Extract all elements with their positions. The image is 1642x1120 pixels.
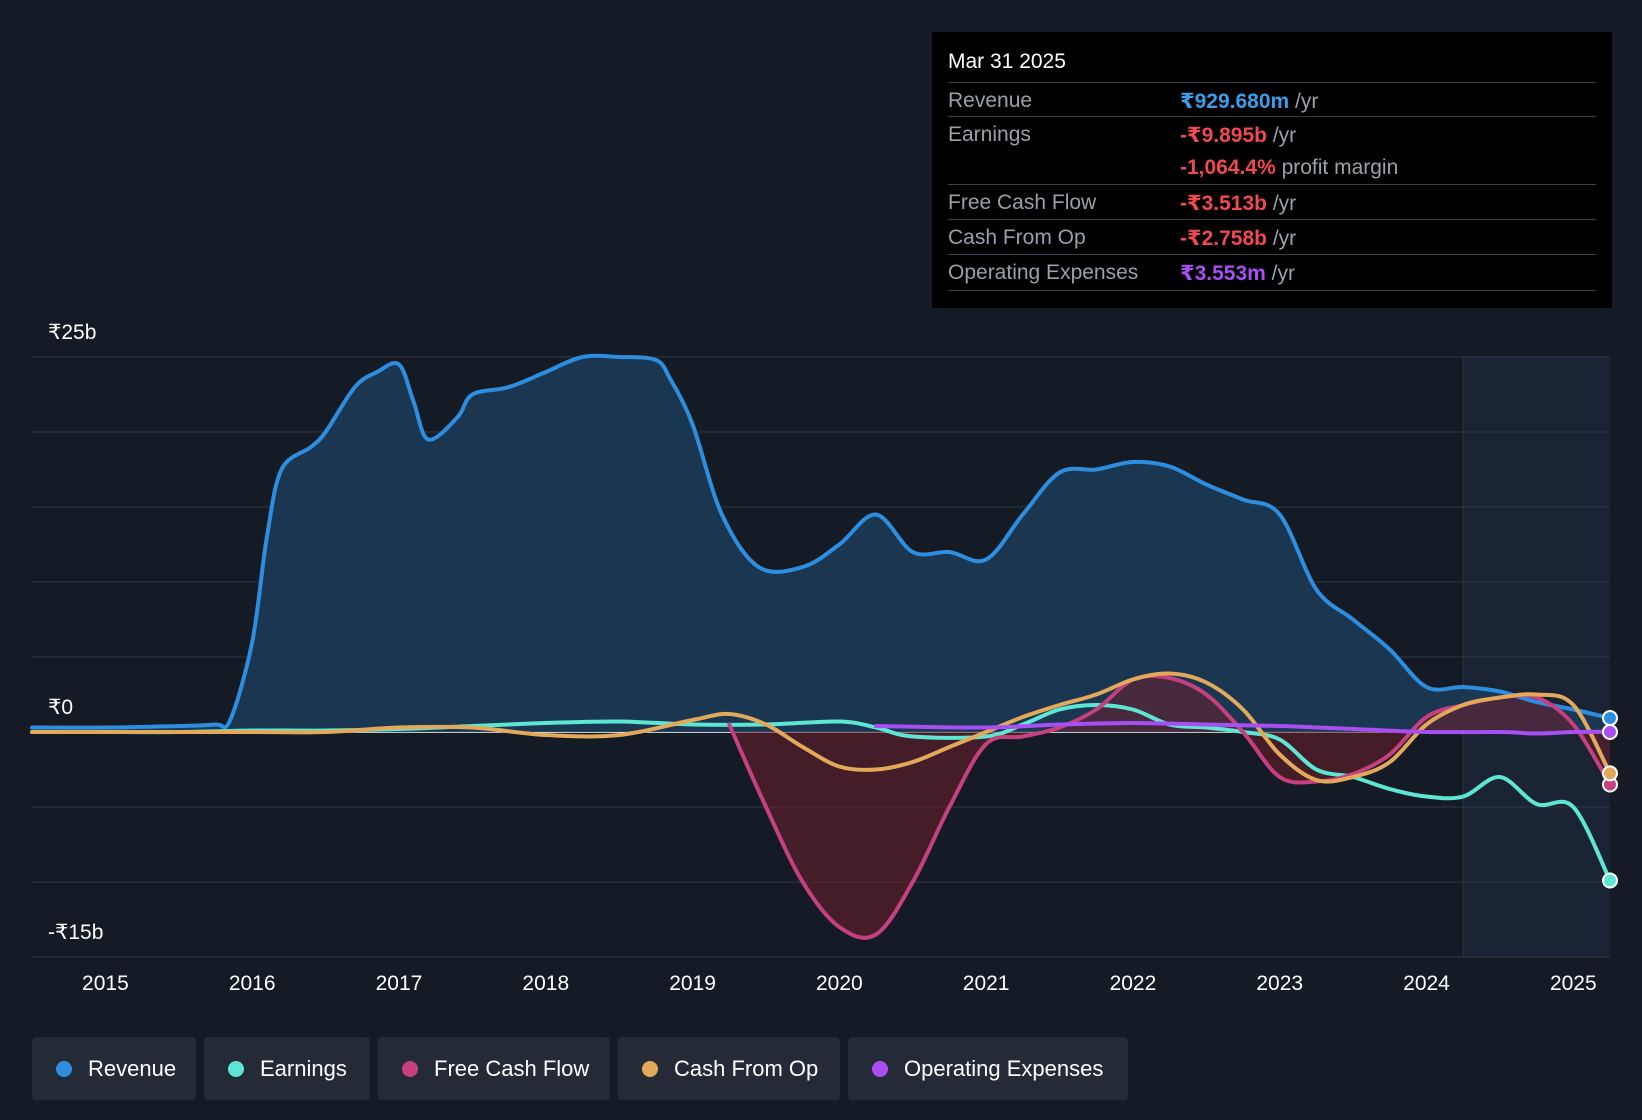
legend-item-label: Cash From Op: [674, 1056, 819, 1081]
legend-dot-icon: [228, 1061, 244, 1077]
earnings-end-point: [1602, 872, 1618, 889]
legend-item-operating-expenses[interactable]: Operating Expenses: [848, 1037, 1128, 1100]
tooltip-row: -1,064.4% profit margin: [948, 150, 1596, 184]
tooltip-date: Mar 31 2025: [948, 50, 1066, 73]
tooltip-row: Cash From Op -₹2.758b /yr: [948, 219, 1596, 254]
tooltip-row-label: Earnings: [948, 123, 1031, 146]
x-tick-label: 2021: [963, 972, 1010, 995]
operating-expenses-end-point: [1602, 723, 1618, 740]
x-tick-label: 2025: [1550, 972, 1597, 995]
y-tick-label: -₹15b: [48, 921, 103, 944]
operating-expenses-line: [874, 721, 1612, 736]
tooltip-row-value: -₹2.758b /yr: [1180, 227, 1297, 250]
tooltip-row-value: ₹929.680m /yr: [1180, 90, 1319, 113]
x-tick-label: 2022: [1110, 972, 1157, 995]
x-tick-label: 2020: [816, 972, 863, 995]
revenue-line: [30, 353, 1612, 730]
legend-item-cash-from-op[interactable]: Cash From Op: [618, 1037, 840, 1100]
x-tick-label: 2016: [229, 972, 276, 995]
x-tick-label: 2015: [82, 972, 129, 995]
cash-from-op-line: [30, 671, 1612, 784]
x-tick-label: 2019: [669, 972, 716, 995]
tooltip-row: Revenue ₹929.680m /yr: [948, 82, 1596, 117]
axis-labels: ₹25b ₹0 -₹15b 2015 2016 2017 2018 2019 2020 2021 2…: [48, 321, 1597, 995]
y-tick-label: ₹25b: [48, 321, 96, 344]
legend-item-revenue[interactable]: Revenue: [32, 1037, 196, 1100]
revenue-end-point: [1602, 710, 1618, 727]
legend-item-label: Revenue: [88, 1056, 177, 1081]
x-tick-label: 2017: [376, 972, 423, 995]
series-end-dots: [1602, 710, 1618, 889]
tooltip-row: Free Cash Flow -₹3.513b /yr: [948, 184, 1596, 219]
tooltip-row-value: -₹3.513b /yr: [1180, 192, 1297, 215]
revenue-area: [32, 355, 1610, 732]
tooltip-bottom-border: [948, 290, 1596, 291]
legend-dot-icon: [402, 1061, 418, 1077]
y-tick-label: ₹0: [48, 696, 73, 719]
tooltip-row: Earnings -₹9.895b /yr: [948, 116, 1596, 151]
tooltip-row-value: -1,064.4% profit margin: [1180, 156, 1399, 179]
series-lines: [30, 353, 1612, 940]
legend-dot-icon: [872, 1061, 888, 1077]
x-tick-label: 2018: [522, 972, 569, 995]
legend-item-label: Operating Expenses: [904, 1056, 1104, 1081]
x-tick-label: 2023: [1256, 972, 1303, 995]
tooltip-row-label: Free Cash Flow: [948, 191, 1097, 214]
free-cash-flow-area: [729, 675, 1610, 938]
legend-item-label: Free Cash Flow: [434, 1056, 590, 1081]
tooltip-row: Operating Expenses ₹3.553m /yr: [948, 254, 1596, 289]
tooltip-row-value: ₹3.553m /yr: [1180, 262, 1296, 285]
x-tick-label: 2024: [1403, 972, 1450, 995]
tooltip-row-value: -₹9.895b /yr: [1180, 124, 1297, 147]
tooltip-row-label: Cash From Op: [948, 226, 1086, 249]
tooltip-panel: Mar 31 2025 Revenue ₹929.680m /yr Earnings…: [932, 32, 1612, 308]
series-areas: [32, 355, 1610, 938]
legend-dot-icon: [642, 1061, 658, 1077]
legend-item-earnings[interactable]: Earnings: [204, 1037, 370, 1100]
legend-item-free-cash-flow[interactable]: Free Cash Flow: [378, 1037, 610, 1100]
financial-chart: ₹25b ₹0 -₹15b 2015 2016 2017 2018 2019 2020 2021 2…: [30, 321, 1618, 995]
cash-from-op-end-point: [1602, 765, 1618, 782]
legend-dot-icon: [56, 1061, 72, 1077]
legend-item-label: Earnings: [260, 1056, 347, 1081]
tooltip-row-label: Revenue: [948, 89, 1033, 112]
tooltip-row-label: Operating Expenses: [948, 261, 1139, 284]
